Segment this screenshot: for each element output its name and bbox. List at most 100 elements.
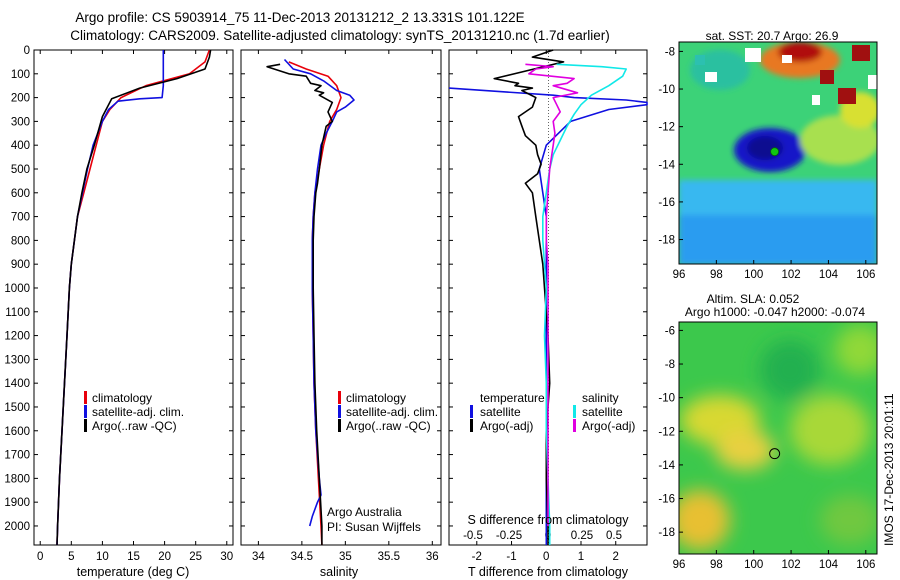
map-y-tick-label: -12: [658, 122, 675, 134]
difference-panel: -2 -1 0 1 2-0.5 -0.25 0 0.25 0.5 T difference fr…: [448, 49, 648, 579]
x-tick-label: 35.5: [378, 551, 400, 563]
y-tick-label: 1600: [4, 426, 30, 438]
salinity-panel: 34 34.5 35 35.5 36 salinity climatology sate…: [240, 49, 442, 579]
temperature-panel: 0100200300400500600700800900100011001200…: [4, 45, 234, 579]
x2-tick-label: 0.5: [606, 530, 622, 542]
legend-heading-salinity: salinity: [582, 391, 619, 405]
y-tick-label: 1000: [4, 283, 30, 295]
legend-label-climatology: climatology: [346, 391, 406, 405]
map-y-tick-label: -14: [658, 159, 675, 171]
temperature-ticks: 0100200300400500600700800900100011001200…: [4, 45, 233, 563]
map-y-tick-label: -8: [665, 46, 675, 58]
x-tick-label: 34.5: [291, 551, 313, 563]
series-line-red: [56, 49, 211, 546]
map-x-tick-label: 96: [673, 559, 686, 571]
difference-xlabel-salinity: S difference from climatology: [468, 513, 630, 527]
temperature-xlabel: temperature (deg C): [77, 565, 190, 579]
salinity-plot-frame: [240, 49, 442, 546]
map-y-tick-label: -10: [658, 84, 675, 96]
y-tick-label: 1800: [4, 473, 30, 485]
y-tick-label: 100: [11, 69, 30, 81]
legend-label-s-satellite: satellite: [582, 405, 623, 419]
sla-map-image: [679, 322, 877, 554]
x2-tick-label: -0.25: [496, 530, 522, 542]
map-y-tick-label: -14: [658, 460, 675, 472]
map-y-tick-label: -8: [665, 359, 675, 371]
x-tick-label: 2: [613, 551, 619, 563]
x-tick-label: 0: [37, 551, 43, 563]
sst-map-title: sat. SST: 20.7 Argo: 26.9: [706, 29, 839, 43]
difference-lines: [448, 49, 648, 545]
credit-text: IMOS 17-Dec-2013 20:01:11: [882, 393, 896, 546]
x-tick-label: 15: [127, 551, 140, 563]
sla-map-frame: [678, 321, 878, 555]
map-y-tick-label: -6: [665, 325, 675, 337]
y-tick-label: 1100: [5, 307, 30, 319]
legend-swatch-climatology: [84, 391, 87, 404]
map-x-tick-label: 100: [744, 269, 763, 281]
salinity-lines: [266, 58, 355, 546]
x-tick-label: 0: [543, 551, 549, 563]
map-y-tick-label: -10: [658, 393, 675, 405]
x-tick-label: -2: [472, 551, 482, 563]
map-x-tick-label: 102: [781, 559, 800, 571]
legend-swatch-t-satellite: [470, 405, 473, 418]
legend-label-s-argo: Argo(-adj): [582, 419, 635, 433]
sla-map-title: Altim. SLA: 0.052: [707, 292, 800, 306]
legend-swatch-t-argo: [470, 419, 473, 432]
legend-label-t-argo: Argo(-adj): [480, 419, 533, 433]
map-x-tick-label: 104: [819, 559, 839, 571]
y-tick-label: 2000: [4, 521, 30, 533]
series-line-black: [56, 49, 212, 546]
map-x-tick-label: 106: [856, 269, 875, 281]
sla-map-subtitle: Argo h1000: -0.047 h2000: -0.074: [685, 305, 865, 319]
map-x-tick-label: 104: [819, 269, 839, 281]
y-tick-label: 1700: [4, 450, 30, 462]
y-tick-label: 300: [11, 116, 30, 128]
difference-legend: temperature satellite Argo(-adj) salinit…: [470, 391, 635, 433]
x-tick-label: 20: [158, 551, 171, 563]
legend-swatch-s-argo: [573, 419, 576, 432]
header-line2: Climatology: CARS2009. Satellite-adjuste…: [70, 28, 610, 43]
series-line-blue: [448, 87, 648, 545]
map-y-tick-label: -12: [658, 426, 675, 438]
x-tick-label: 35: [339, 551, 352, 563]
x2-tick-label: 0.25: [571, 530, 593, 542]
y-tick-label: 500: [11, 164, 30, 176]
map-x-tick-label: 98: [710, 559, 723, 571]
temperature-lines: [56, 49, 212, 546]
legend-swatch-s-satellite: [573, 405, 576, 418]
y-tick-label: 200: [11, 93, 30, 105]
x-tick-label: 25: [189, 551, 202, 563]
y-tick-label: 900: [11, 259, 30, 271]
map-y-tick-label: -18: [658, 527, 675, 539]
map-x-tick-label: 100: [744, 559, 763, 571]
salinity-annotation-line1: Argo Australia: [327, 505, 402, 519]
header-line1: Argo profile: CS 5903914_75 11-Dec-2013 …: [75, 10, 524, 25]
x-tick-label: -1: [506, 551, 516, 563]
map-x-tick-label: 98: [710, 269, 723, 281]
x-tick-label: 5: [68, 551, 74, 563]
legend-swatch-satellite-adj: [338, 405, 341, 418]
y-tick-label: 800: [11, 235, 30, 247]
y-tick-label: 1500: [4, 402, 30, 414]
map-y-tick-label: -16: [658, 197, 675, 209]
legend-swatch-argo: [338, 419, 341, 432]
sst-map-ticks: 96 98 100 102 104 106 -8 -10 -12 -14 -16 -18: [658, 46, 875, 281]
y-tick-label: 1300: [4, 354, 30, 366]
salinity-annotation-line2: PI: Susan Wijffels: [327, 520, 421, 534]
legend-label-satellite-adj: satellite-adj. clim.: [346, 405, 438, 419]
legend-label-satellite-adj: satellite-adj. clim.: [92, 405, 184, 419]
y-tick-label: 600: [11, 188, 30, 200]
x-tick-label: 34: [252, 551, 265, 563]
salinity-xlabel: salinity: [320, 565, 359, 579]
map-x-tick-label: 96: [673, 269, 686, 281]
map-x-tick-label: 106: [856, 559, 875, 571]
x-tick-label: 30: [220, 551, 233, 563]
series-line-red: [288, 61, 342, 546]
map-y-tick-label: -18: [658, 235, 675, 247]
difference-xlabel-temperature: T difference from climatology: [468, 565, 629, 579]
map-x-tick-label: 102: [781, 269, 800, 281]
salinity-ticks: 34 34.5 35 35.5 36: [241, 49, 441, 563]
